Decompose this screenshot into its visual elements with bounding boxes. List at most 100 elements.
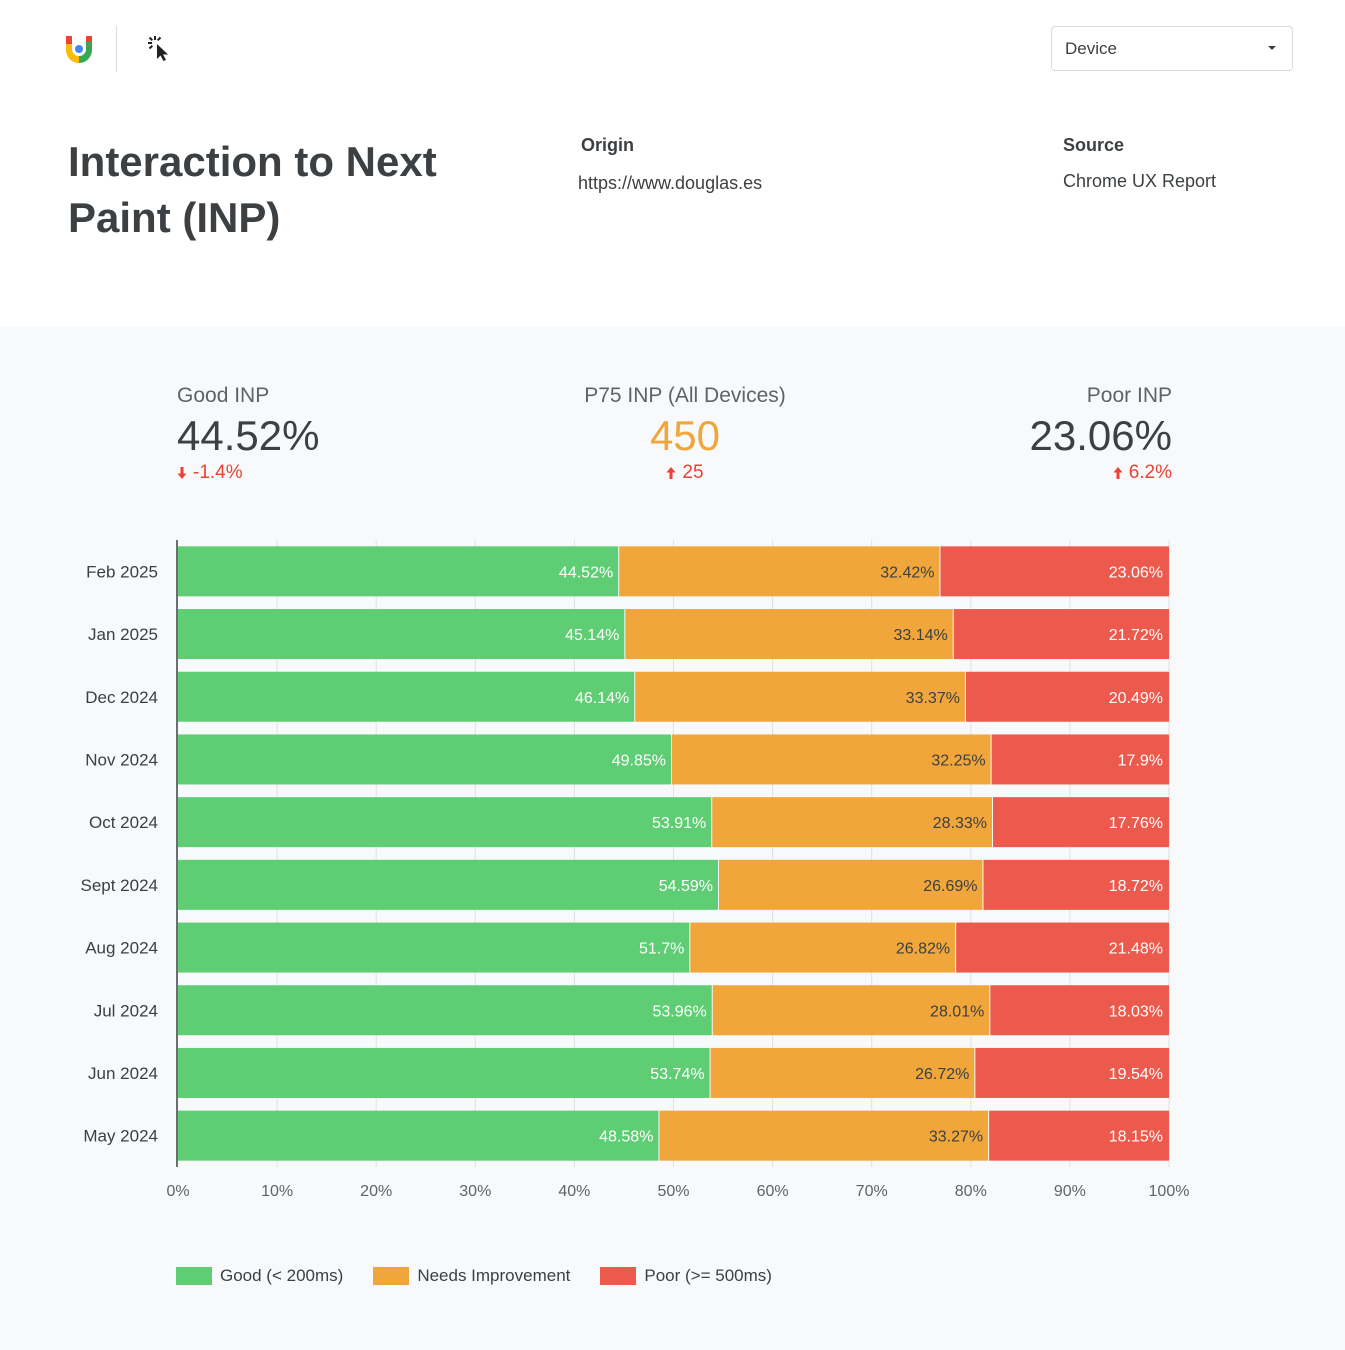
- data-label-good: 53.96%: [652, 1003, 706, 1020]
- legend-label-poor: Poor (>= 500ms): [644, 1266, 772, 1285]
- bar-segment-poor: [975, 1047, 1169, 1098]
- kpi-poor-label: Poor INP: [1086, 384, 1172, 407]
- bar-segment-good: [178, 609, 625, 660]
- device-select[interactable]: Device: [1051, 26, 1293, 71]
- data-label-poor: 17.76%: [1109, 815, 1163, 832]
- kpi-good-label: Good INP: [177, 384, 270, 407]
- bar-segment-good: [178, 546, 619, 597]
- data-label-needs-improvement: 26.72%: [915, 1066, 969, 1083]
- arrow-up-icon: [666, 467, 676, 479]
- bar-segment-poor: [983, 859, 1169, 910]
- arrow-up-icon: [1113, 467, 1123, 479]
- bar-segment-good: [178, 859, 718, 910]
- bar-segment-good: [178, 797, 712, 848]
- y-category-label: Aug 2024: [85, 939, 158, 958]
- caret-down-icon: [1268, 46, 1276, 50]
- x-tick-label: 40%: [558, 1183, 590, 1200]
- header-divider: [116, 26, 117, 72]
- kpi-good-delta: -1.4%: [177, 462, 319, 484]
- bar-segment-needs-improvement: [718, 859, 983, 910]
- kpi-p75-inp: P75 INP (All Devices) 450 25: [555, 384, 815, 484]
- chart-legend: Good (< 200ms) Needs Improvement Poor (>…: [176, 1264, 772, 1288]
- data-label-poor: 21.48%: [1109, 941, 1163, 958]
- bar-segment-poor: [953, 609, 1169, 660]
- y-category-label: Jun 2024: [88, 1064, 158, 1083]
- legend-swatch-needs-improvement: [373, 1267, 410, 1285]
- data-label-needs-improvement: 28.33%: [933, 815, 987, 832]
- kpi-good-value: 44.52%: [177, 412, 320, 459]
- bar-segment-poor: [965, 671, 1169, 722]
- page-title: Interaction to Next Paint (INP): [68, 138, 437, 241]
- bar-segment-good: [178, 985, 712, 1036]
- data-label-needs-improvement: 33.37%: [906, 690, 960, 707]
- legend-swatch-poor: [600, 1267, 637, 1285]
- x-tick-label: 80%: [955, 1183, 987, 1200]
- bar-segment-needs-improvement: [710, 1047, 975, 1098]
- data-label-good: 44.52%: [559, 564, 613, 581]
- bar-segment-needs-improvement: [712, 985, 990, 1036]
- bar-segment-needs-improvement: [690, 922, 956, 973]
- bar-segment-needs-improvement: [625, 609, 953, 660]
- bar-segment-poor: [940, 546, 1169, 597]
- data-label-good: 45.14%: [565, 627, 619, 644]
- data-label-needs-improvement: 26.69%: [923, 878, 977, 895]
- legend-label-good: Good (< 200ms): [220, 1266, 344, 1285]
- data-label-needs-improvement: 33.14%: [893, 627, 947, 644]
- device-select-value: Device: [1065, 39, 1117, 58]
- data-label-poor: 20.49%: [1109, 690, 1163, 707]
- data-label-needs-improvement: 33.27%: [929, 1129, 983, 1146]
- bar-segment-good: [178, 671, 635, 722]
- legend-item-poor[interactable]: Poor (>= 500ms): [600, 1266, 772, 1286]
- interaction-cursor-icon[interactable]: [146, 34, 174, 62]
- bar-segment-poor: [992, 797, 1169, 848]
- y-category-label: Jul 2024: [94, 1001, 158, 1020]
- bar-segment-good: [178, 922, 690, 973]
- x-tick-label: 10%: [261, 1183, 293, 1200]
- bar-segment-needs-improvement: [659, 1110, 989, 1161]
- origin-value: https://www.douglas.es: [578, 173, 763, 193]
- kpi-poor-value: 23.06%: [1029, 412, 1172, 459]
- x-tick-label: 60%: [757, 1183, 789, 1200]
- legend-swatch-good: [176, 1267, 212, 1285]
- data-label-good: 48.58%: [599, 1129, 653, 1146]
- bar-segment-needs-improvement: [635, 671, 965, 722]
- data-label-poor: 18.72%: [1109, 878, 1163, 895]
- data-label-poor: 17.9%: [1118, 752, 1163, 769]
- google-core-web-vitals-logo-icon: [66, 36, 92, 63]
- y-category-label: Nov 2024: [85, 750, 158, 769]
- kpi-good-delta-text: -1.4%: [193, 462, 243, 483]
- bar-segment-needs-improvement: [619, 546, 940, 597]
- kpi-poor-delta-text: 6.2%: [1128, 462, 1172, 483]
- legend-item-good[interactable]: Good (< 200ms): [176, 1266, 343, 1286]
- data-label-good: 53.91%: [652, 815, 706, 832]
- y-category-label: Oct 2024: [89, 813, 158, 832]
- data-label-needs-improvement: 26.82%: [896, 941, 950, 958]
- data-label-poor: 19.54%: [1109, 1066, 1163, 1083]
- bar-segment-poor: [956, 922, 1169, 973]
- data-label-good: 54.59%: [659, 878, 713, 895]
- kpi-p75-delta-text: 25: [682, 462, 704, 483]
- data-label-good: 53.74%: [650, 1066, 704, 1083]
- y-category-label: Jan 2025: [88, 625, 158, 644]
- x-tick-label: 70%: [856, 1183, 888, 1200]
- y-category-label: Sept 2024: [80, 876, 158, 895]
- y-category-label: May 2024: [83, 1127, 158, 1146]
- bar-segment-good: [178, 734, 672, 785]
- kpi-poor-inp: Poor INP 23.06% 6.2%: [952, 384, 1172, 484]
- x-tick-label: 100%: [1149, 1183, 1190, 1200]
- kpi-p75-delta: 25: [555, 462, 815, 484]
- x-tick-label: 30%: [459, 1183, 491, 1200]
- bar-segment-needs-improvement: [672, 734, 991, 785]
- bar-segment-good: [178, 1047, 710, 1098]
- legend-label-needs-improvement: Needs Improvement: [417, 1266, 571, 1285]
- data-label-needs-improvement: 32.42%: [880, 564, 934, 581]
- bar-segment-poor: [991, 734, 1169, 785]
- bar-segment-needs-improvement: [712, 797, 992, 848]
- data-label-needs-improvement: 28.01%: [930, 1003, 984, 1020]
- legend-item-needs-improvement[interactable]: Needs Improvement: [373, 1266, 570, 1286]
- bar-segment-poor: [990, 985, 1169, 1036]
- source-label: Source: [1063, 135, 1125, 155]
- data-label-good: 49.85%: [612, 752, 666, 769]
- source-value: Chrome UX Report: [1063, 171, 1217, 191]
